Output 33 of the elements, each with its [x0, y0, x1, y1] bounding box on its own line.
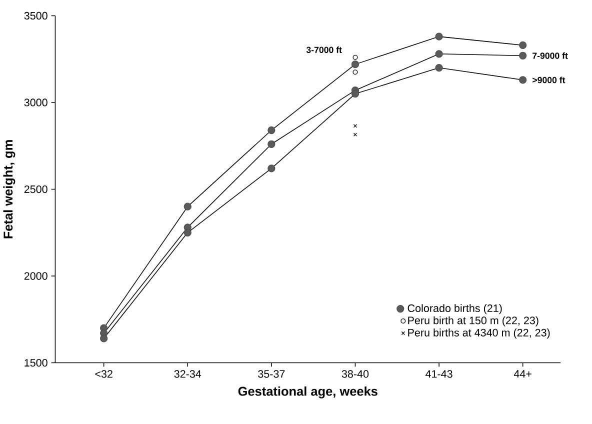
legend-label: Colorado births (21)	[408, 304, 502, 314]
x-tick-label: 38-40	[342, 370, 369, 378]
point	[268, 126, 276, 134]
annotation: >9000 ft	[532, 76, 566, 84]
y-axis-title: Fetal weight, gm	[3, 140, 16, 238]
point	[519, 52, 527, 60]
x-tick-label: 41-43	[426, 370, 452, 378]
x-axis-title: Gestational age, weeks	[238, 386, 378, 399]
point	[435, 32, 443, 41]
point	[184, 202, 192, 211]
point	[435, 64, 443, 72]
annotation: 7-9000 ft	[532, 52, 568, 60]
annotation: 3-7000 ft	[306, 46, 342, 54]
point	[519, 42, 527, 50]
point	[351, 90, 360, 98]
point	[268, 164, 276, 172]
point	[100, 334, 108, 342]
point	[351, 60, 360, 68]
x-tick-label: <32	[95, 370, 112, 378]
x-tick-label: 44+	[514, 370, 532, 378]
y-tick-label: 3000	[24, 98, 48, 106]
point	[519, 76, 527, 84]
y-tick-label: 1500	[24, 359, 48, 367]
y-tick-label: 2000	[24, 272, 48, 280]
y-tick-label: 2500	[24, 186, 48, 194]
point	[268, 140, 276, 148]
x-tick-label: 35-37	[258, 370, 285, 378]
point	[435, 50, 443, 58]
y-tick-label: 3500	[24, 12, 48, 20]
legend-label: Peru births at 4340 m (22, 23)	[408, 328, 550, 339]
point	[184, 228, 192, 237]
legend-label: Peru birth at 150 m (22, 23)	[408, 316, 538, 327]
x-tick-label: 32-34	[174, 370, 202, 378]
